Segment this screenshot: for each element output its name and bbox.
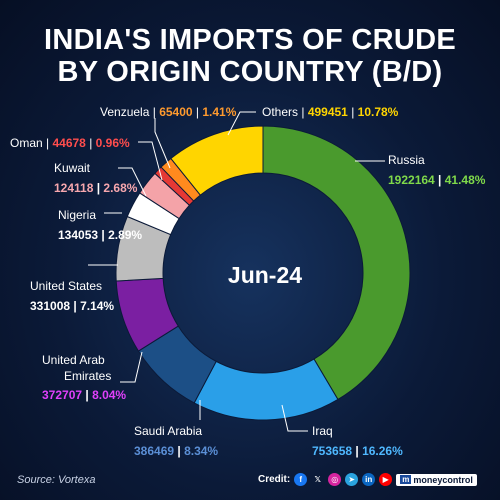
- slice-percent: 8.04%: [92, 388, 127, 402]
- linkedin-icon[interactable]: in: [362, 473, 376, 486]
- chart-title-line-1: INDIA'S IMPORTS OF CRUDE: [43, 24, 457, 56]
- slice-label-others: Others | 499451 | 10.78%: [262, 105, 399, 119]
- slice-value: 331008: [30, 299, 71, 313]
- slice-label-venzuela: Venzuela | 65400 | 1.41%: [100, 105, 237, 119]
- slice-percent: 2.89%: [108, 228, 143, 242]
- slice-name-line-1: United Arab: [42, 353, 105, 367]
- leader-line-venzuela: [154, 118, 171, 169]
- slice-value: 372707: [42, 388, 83, 402]
- slice-name: Iraq: [312, 424, 333, 438]
- slice-name: Venzuela: [100, 105, 150, 119]
- credit-label: Credit:: [258, 474, 291, 485]
- slice-iraq: [193, 358, 339, 421]
- slice-value: 134053: [58, 228, 99, 242]
- slice-name: Russia: [388, 153, 425, 167]
- telegram-icon[interactable]: ➤: [345, 473, 359, 486]
- slice-percent: 1.41%: [202, 105, 237, 119]
- slice-name: Saudi Arabia: [134, 424, 203, 438]
- slice-label-iraq: Iraq 753658 | 16.26%: [312, 424, 403, 458]
- slice-label-russia: Russia 1922164 | 41.48%: [388, 153, 486, 187]
- slice-value: 44678: [52, 136, 86, 150]
- slice-percent: 16.26%: [362, 444, 403, 458]
- slice-name: Kuwait: [54, 161, 91, 175]
- slice-name: Oman: [10, 136, 43, 150]
- slice-percent: 41.48%: [444, 173, 486, 187]
- youtube-icon[interactable]: ▶: [379, 473, 393, 486]
- slice-name: Others: [262, 105, 299, 119]
- slice-label-saudi-arabia: Saudi Arabia 386469 | 8.34%: [134, 424, 219, 458]
- chart-title: INDIA'S IMPORTS OF CRUDE BY ORIGIN COUNT…: [0, 24, 500, 88]
- facebook-icon[interactable]: f: [294, 473, 308, 486]
- leader-line-others: [227, 111, 256, 136]
- slice-value: 1922164: [388, 173, 435, 187]
- slice-value: 65400: [159, 105, 193, 119]
- slice-others: [170, 125, 264, 196]
- slice-russia: [262, 125, 411, 401]
- leader-line-oman: [138, 141, 163, 181]
- x-icon[interactable]: 𝕏: [311, 473, 325, 486]
- slice-value: 753658: [312, 444, 353, 458]
- slice-percent: 2.68%: [103, 181, 138, 195]
- source-note: Source: Vortexa: [17, 474, 96, 486]
- leader-line-kuwait: [118, 167, 147, 197]
- slice-label-united-states: United States 331008 | 7.14%: [30, 279, 115, 313]
- credit-bar: Credit: f 𝕏 ◎ ➤ in ▶ m moneycontrol: [258, 473, 477, 486]
- chart-title-line-2: BY ORIGIN COUNTRY (B/D): [57, 56, 443, 88]
- center-period-label: Jun-24: [227, 262, 303, 288]
- slice-value: 386469: [134, 444, 175, 458]
- slice-label-kuwait: Kuwait 124118 | 2.68%: [54, 161, 138, 195]
- slice-percent: 7.14%: [80, 299, 115, 313]
- slice-percent: 0.96%: [95, 136, 130, 150]
- leader-line-united-arab-emirates: [120, 351, 143, 383]
- slice-name-line-2: Emirates: [64, 369, 112, 383]
- slice-percent: 10.78%: [357, 105, 399, 119]
- instagram-icon[interactable]: ◎: [328, 473, 342, 486]
- slice-value: 499451: [307, 105, 348, 119]
- leader-line-iraq: [281, 404, 308, 432]
- slice-value: 124118: [54, 181, 94, 195]
- moneycontrol-logo: m moneycontrol: [396, 473, 477, 486]
- slice-name: United States: [30, 279, 103, 293]
- slice-label-oman: Oman | 44678 | 0.96%: [10, 136, 130, 150]
- slice-label-nigeria: Nigeria 134053 | 2.89%: [58, 208, 143, 242]
- slice-percent: 8.34%: [184, 444, 219, 458]
- slice-name: Nigeria: [58, 208, 97, 222]
